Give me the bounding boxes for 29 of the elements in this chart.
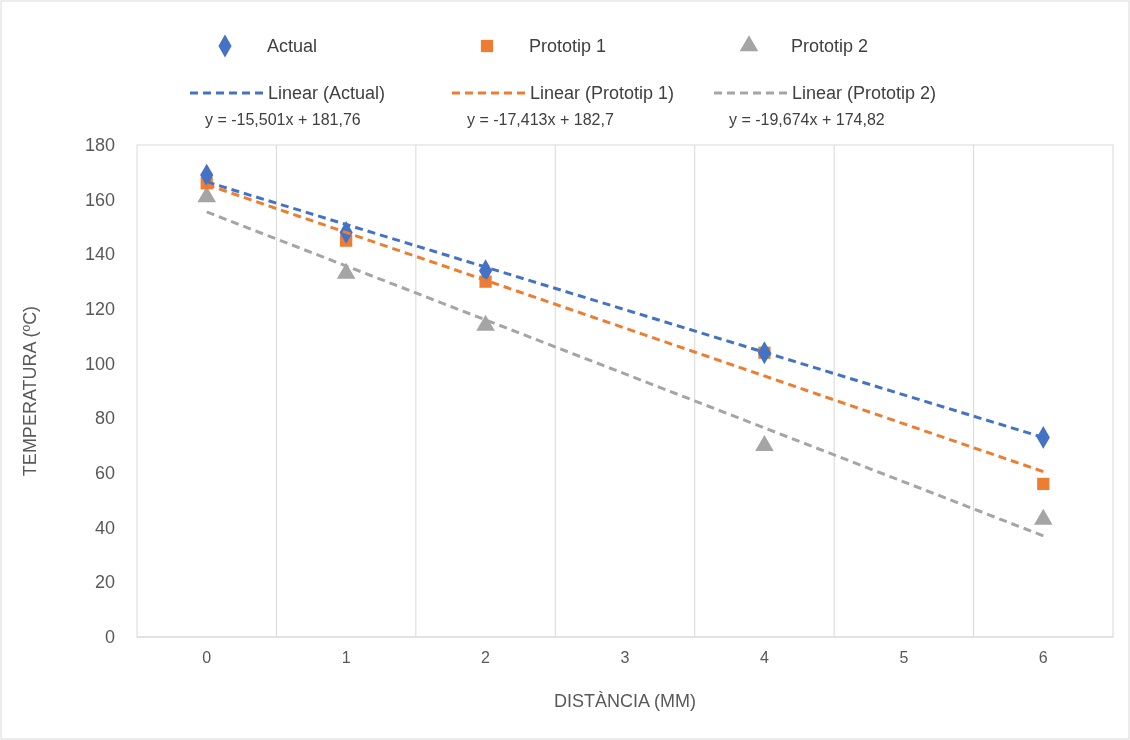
x-tick-label: 5: [899, 649, 909, 666]
legend-label: Prototip 1: [529, 36, 607, 56]
x-tick-label: 2: [481, 649, 491, 666]
y-tick-label: 160: [84, 189, 115, 210]
text: y = -19,674x + 174,82: [729, 111, 885, 128]
x-tick-label: 1: [341, 649, 351, 666]
text: y = -15,501x + 181,76: [205, 111, 361, 128]
legend-label: Actual: [267, 36, 318, 56]
legend-label: Linear (Actual): [268, 83, 386, 103]
y-tick-label: 100: [84, 353, 115, 374]
x-tick-label: 4: [759, 649, 769, 666]
y-tick-label: 180: [84, 135, 115, 155]
y-tick-label: 140: [84, 244, 115, 265]
y-tick-label: 40: [94, 517, 115, 538]
legend-label: Linear (Prototip 2): [792, 83, 937, 103]
legend-label: Linear (Prototip 1): [530, 83, 675, 103]
point: [1037, 477, 1050, 491]
x-tick-label: 0: [202, 649, 212, 666]
legend-label: Prototip 2: [791, 36, 869, 56]
x-tick-label: 6: [1038, 649, 1048, 666]
x-tick-label: 3: [620, 649, 630, 666]
y-tick-label: 60: [94, 463, 115, 483]
y-tick-label: 120: [84, 299, 115, 319]
x-axis-title: DISTÀNCIA (MM): [554, 691, 696, 711]
y-tick-label: 20: [94, 572, 115, 593]
y-axis-title: TEMPERATURA (ºC): [20, 305, 40, 477]
text: y = -17,413x + 182,7: [467, 111, 614, 128]
y-tick-label: 80: [94, 408, 115, 429]
y-tick-label: 0: [104, 627, 115, 647]
